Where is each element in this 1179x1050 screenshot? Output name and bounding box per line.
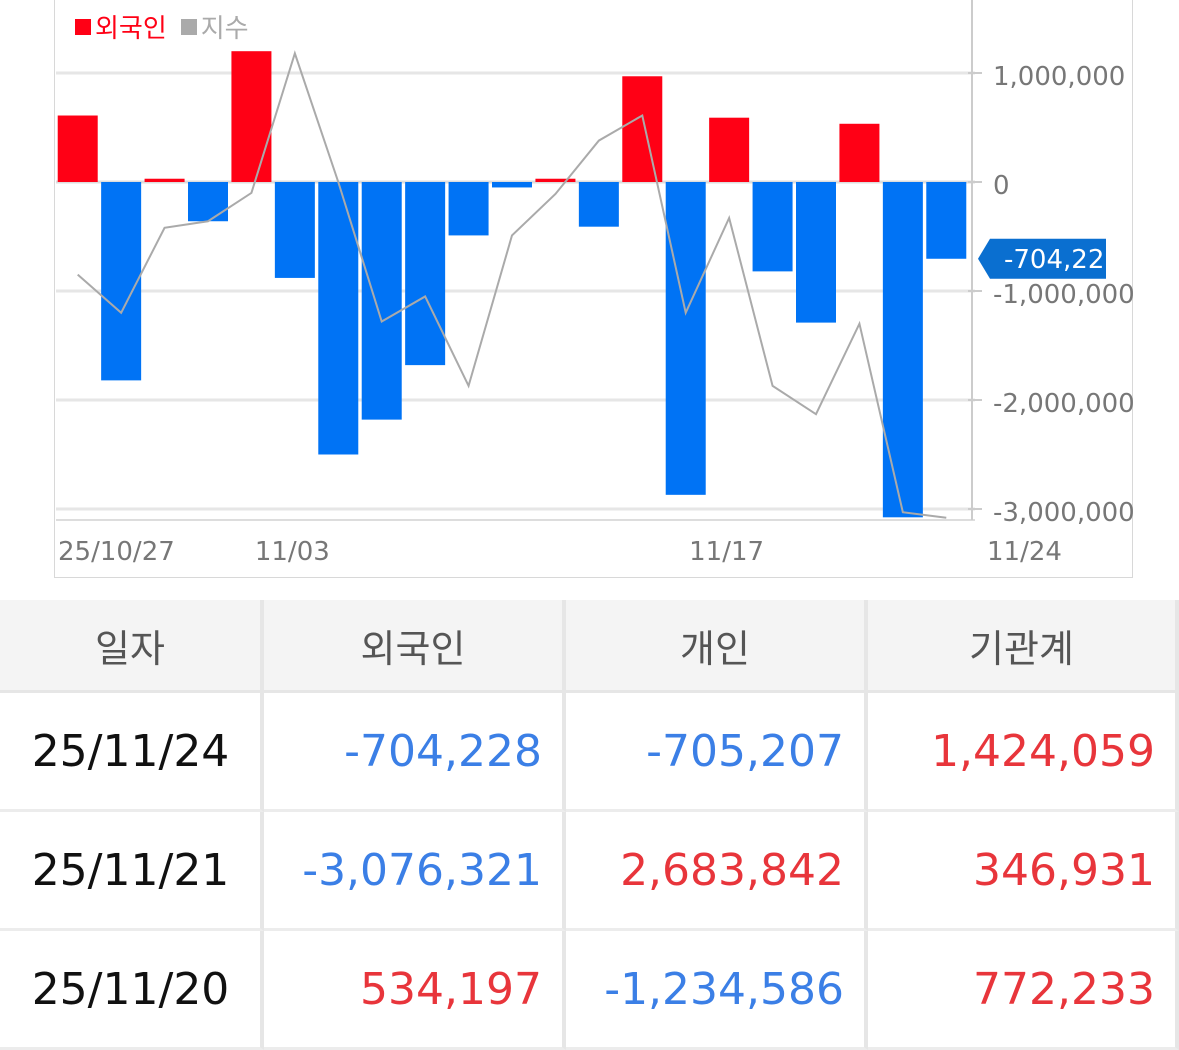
cell-foreign: -3,076,321 (264, 812, 566, 931)
bar (188, 182, 228, 222)
bar (318, 182, 359, 455)
table-body: 25/11/24 -704,228 -705,207 1,424,059 25/11/2… (0, 693, 1179, 1050)
bar (665, 182, 706, 495)
legend-swatch-index (180, 18, 197, 35)
x-tick-label: 11/17 (689, 537, 764, 567)
bar (492, 182, 532, 188)
bar (709, 117, 750, 182)
bar (926, 182, 967, 259)
bar (405, 182, 446, 366)
legend-swatch-foreign (75, 18, 91, 35)
cell-date: 25/11/20 (0, 931, 264, 1050)
bar (101, 182, 142, 381)
bar (144, 178, 185, 182)
legend-label-index: 지수 (200, 14, 249, 44)
bar (796, 182, 836, 323)
y-tick-label: 0 (993, 171, 1010, 201)
last-value-badge (978, 238, 1106, 279)
cell-foreign: 534,197 (264, 931, 566, 1050)
bar (839, 123, 880, 182)
last-value-label: -704,228 (1004, 245, 1121, 275)
y-tick-label: -2,000,000 (993, 389, 1135, 419)
bar (57, 115, 98, 182)
cell-individual: 2,683,842 (566, 812, 868, 931)
cell-foreign: -704,228 (264, 693, 566, 812)
bar (231, 51, 272, 183)
x-tick-label: 25/10/27 (58, 537, 175, 567)
cell-date: 25/11/21 (0, 812, 264, 931)
cell-institution: 346,931 (868, 812, 1179, 931)
cell-institution: 772,233 (868, 931, 1179, 1050)
y-tick-label: -3,000,000 (993, 498, 1135, 528)
chart-container (54, 0, 1133, 578)
header-date[interactable]: 일자 (0, 600, 264, 693)
chart-legend: 외국인 지수 (75, 8, 249, 45)
bar (622, 76, 663, 182)
cell-date: 25/11/24 (0, 693, 264, 812)
cell-individual: -1,234,586 (566, 931, 868, 1050)
investor-chart: 1,000,000 0 -1,000,000 -2,000,000 -3,000,000… (56, 0, 1135, 567)
x-tick-label: 11/24 (987, 537, 1062, 567)
header-foreign[interactable]: 외국인 (264, 600, 566, 693)
bar (882, 182, 923, 518)
y-tick-label: 1,000,000 (993, 62, 1125, 92)
bar (752, 182, 793, 272)
bar (535, 178, 576, 182)
x-tick-label: 11/03 (255, 537, 330, 567)
legend-item-index: 지수 (180, 8, 249, 45)
table-row[interactable]: 25/11/21 -3,076,321 2,683,842 346,931 (0, 812, 1179, 931)
table-row[interactable]: 25/11/24 -704,228 -705,207 1,424,059 (0, 693, 1179, 812)
bar (361, 182, 402, 420)
bar (578, 182, 619, 227)
header-individual[interactable]: 개인 (566, 600, 868, 693)
table-row[interactable]: 25/11/20 534,197 -1,234,586 772,233 (0, 931, 1179, 1050)
investor-table: 일자 외국인 개인 기관계 25/11/24 -704,228 -705,207 1,… (0, 600, 1179, 1050)
legend-item-foreign: 외국인 (75, 8, 167, 45)
legend-label-foreign: 외국인 (95, 14, 167, 44)
cell-individual: -705,207 (566, 693, 868, 812)
header-institution[interactable]: 기관계 (868, 600, 1179, 693)
y-tick-label: -1,000,000 (993, 280, 1135, 310)
index-line (77, 50, 947, 519)
bar (274, 182, 315, 278)
bar (448, 182, 489, 236)
cell-institution: 1,424,059 (868, 693, 1179, 812)
table-header-row: 일자 외국인 개인 기관계 (0, 600, 1179, 693)
